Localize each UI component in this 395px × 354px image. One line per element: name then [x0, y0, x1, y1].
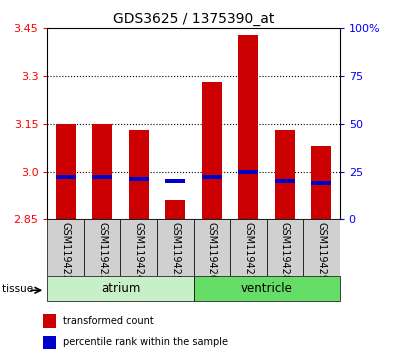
Bar [56, 124, 76, 219]
FancyBboxPatch shape [47, 219, 84, 276]
Bar [129, 130, 149, 219]
Bar [56, 175, 76, 179]
Text: GSM119427: GSM119427 [243, 222, 253, 281]
Text: tissue: tissue [2, 284, 36, 293]
Text: GSM119422: GSM119422 [61, 222, 71, 281]
Bar [165, 179, 185, 183]
FancyBboxPatch shape [120, 219, 157, 276]
Text: transformed count: transformed count [63, 316, 154, 326]
Bar [202, 82, 222, 219]
FancyBboxPatch shape [267, 219, 303, 276]
Bar [129, 177, 149, 181]
Bar [275, 130, 295, 219]
FancyBboxPatch shape [47, 276, 194, 301]
Text: ventricle: ventricle [241, 282, 293, 295]
Title: GDS3625 / 1375390_at: GDS3625 / 1375390_at [113, 12, 274, 26]
Bar [311, 146, 331, 219]
Bar [311, 181, 331, 185]
FancyBboxPatch shape [230, 219, 267, 276]
FancyBboxPatch shape [194, 219, 230, 276]
Bar [43, 314, 56, 328]
Bar [275, 179, 295, 183]
FancyBboxPatch shape [84, 219, 120, 276]
Bar [202, 175, 222, 179]
Bar [238, 170, 258, 174]
Bar [43, 336, 56, 349]
Text: GSM119426: GSM119426 [207, 222, 217, 281]
Bar [165, 200, 185, 219]
Text: GSM119429: GSM119429 [316, 222, 326, 281]
Text: atrium: atrium [101, 282, 140, 295]
Text: GSM119425: GSM119425 [170, 222, 180, 281]
Text: percentile rank within the sample: percentile rank within the sample [63, 337, 228, 348]
Text: GSM119423: GSM119423 [97, 222, 107, 281]
FancyBboxPatch shape [303, 219, 340, 276]
Bar [238, 35, 258, 219]
Text: GSM119424: GSM119424 [134, 222, 144, 281]
Bar [92, 124, 112, 219]
Bar [92, 175, 112, 179]
FancyBboxPatch shape [194, 276, 340, 301]
FancyBboxPatch shape [157, 219, 194, 276]
Text: GSM119428: GSM119428 [280, 222, 290, 281]
